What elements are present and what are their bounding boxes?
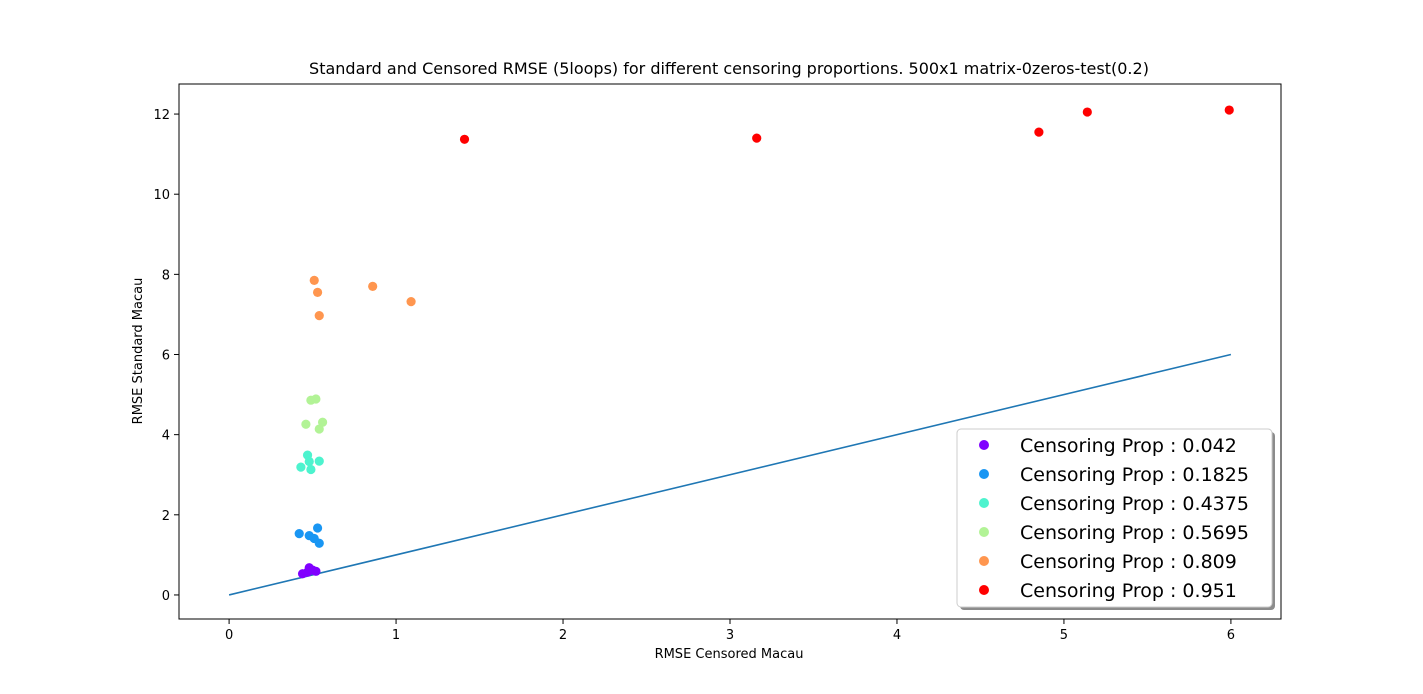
x-axis: 0 1 2 3 4 5 6 <box>225 619 1235 643</box>
legend-label: Censoring Prop : 0.951 <box>1020 580 1237 602</box>
x-tick-label: 2 <box>559 628 567 643</box>
legend-box <box>956 428 1273 608</box>
data-point <box>317 417 328 427</box>
data-point <box>296 462 306 472</box>
legend-marker <box>979 556 989 566</box>
data-point <box>459 134 470 144</box>
reference-line-layer <box>228 353 1232 596</box>
data-point <box>304 456 314 467</box>
y-tick-label: 6 <box>162 349 170 364</box>
y-tick-label: 4 <box>162 429 170 444</box>
chart-title: Standard and Censored RMSE (5loops) for … <box>309 59 1149 78</box>
data-point <box>368 281 378 291</box>
data-point <box>311 394 321 404</box>
data-point <box>312 287 323 297</box>
legend-marker <box>979 585 989 595</box>
x-tick-label: 4 <box>893 628 901 643</box>
legend-label: Censoring Prop : 0.809 <box>1020 551 1237 573</box>
legend-marker <box>979 440 989 450</box>
x-tick-label: 1 <box>392 628 400 643</box>
y-tick-label: 10 <box>153 188 170 203</box>
legend-marker <box>979 469 989 479</box>
data-point <box>752 133 762 143</box>
points-layer <box>294 105 1234 579</box>
x-tick-label: 0 <box>225 628 233 643</box>
y-tick-label: 12 <box>153 108 170 123</box>
data-point <box>294 529 304 539</box>
data-point <box>1082 107 1092 117</box>
legend: Censoring Prop : 0.042 Censoring Prop : 0… <box>956 428 1275 610</box>
data-point <box>306 464 316 475</box>
data-point <box>312 523 323 533</box>
y-tick-label: 8 <box>162 268 170 283</box>
data-point <box>309 275 319 285</box>
x-axis-title: RMSE Censored Macau <box>655 647 804 662</box>
legend-marker <box>979 498 989 508</box>
legend-label: Censoring Prop : 0.4375 <box>1020 493 1249 515</box>
data-point <box>406 297 416 307</box>
legend-marker <box>979 527 989 537</box>
y-axis: 0 2 4 6 8 10 12 <box>153 108 179 604</box>
y-tick-label: 2 <box>162 509 170 524</box>
data-point <box>301 419 311 429</box>
y-tick-label: 0 <box>162 589 170 604</box>
reference-line <box>228 353 1232 596</box>
y-axis-title: RMSE Standard Macau <box>131 278 146 425</box>
data-point <box>314 538 324 548</box>
legend-label: Censoring Prop : 0.5695 <box>1020 522 1249 544</box>
data-point <box>314 456 324 466</box>
x-tick-label: 6 <box>1227 628 1235 643</box>
data-point <box>1224 105 1234 115</box>
data-point <box>314 311 324 321</box>
data-point <box>311 566 321 576</box>
legend-label: Censoring Prop : 0.042 <box>1020 435 1237 457</box>
x-tick-label: 3 <box>726 628 734 643</box>
data-point <box>1034 127 1044 137</box>
x-tick-label: 5 <box>1060 628 1068 643</box>
legend-label: Censoring Prop : 0.1825 <box>1020 464 1249 486</box>
data-point <box>314 424 324 434</box>
